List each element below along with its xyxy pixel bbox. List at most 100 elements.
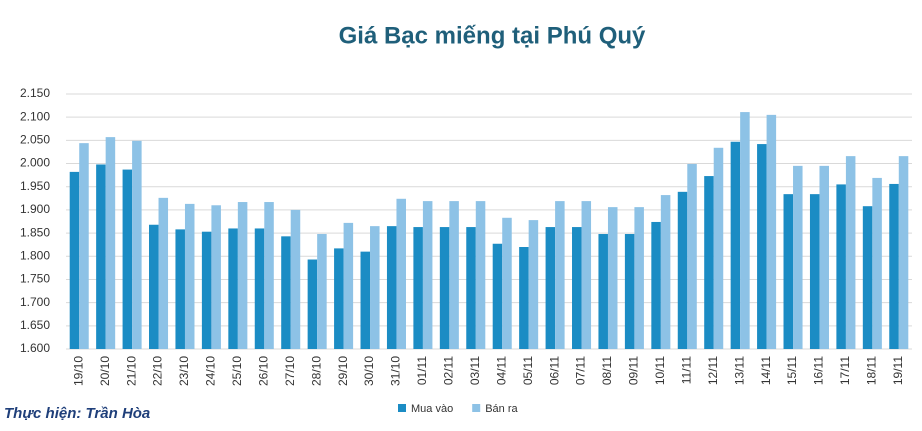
x-tick-label: 14/11 <box>759 356 773 385</box>
bar <box>228 228 238 349</box>
bar <box>572 227 582 349</box>
y-tick-label: 1.600 <box>20 341 50 355</box>
bar <box>677 191 688 349</box>
x-tick-label: 28/10 <box>309 356 323 386</box>
y-tick-label: 1.950 <box>20 179 50 193</box>
bar <box>475 201 486 349</box>
x-tick-label: 03/11 <box>468 356 482 385</box>
bar <box>704 176 714 349</box>
y-tick-label: 2.000 <box>20 156 50 170</box>
bar <box>581 201 592 349</box>
x-tick-label: 19/10 <box>71 356 85 386</box>
bar <box>862 206 873 349</box>
bar <box>766 114 777 349</box>
bar <box>598 234 608 349</box>
bar <box>555 201 565 349</box>
bar <box>872 177 882 349</box>
x-tick-label: 10/11 <box>653 356 667 385</box>
x-tick-label: 25/10 <box>230 356 244 386</box>
x-tick-label: 18/11 <box>865 356 879 385</box>
bar <box>237 202 248 349</box>
x-tick-label: 08/11 <box>600 356 614 385</box>
x-tick-label: 27/10 <box>283 356 297 386</box>
bar <box>175 229 185 349</box>
y-tick-label: 1.750 <box>20 272 50 286</box>
y-tick-label: 2.150 <box>20 86 50 100</box>
bar <box>360 251 371 349</box>
bar <box>492 243 503 349</box>
y-tick-label: 2.050 <box>20 133 50 147</box>
x-tick-label: 29/10 <box>336 356 350 386</box>
bar <box>651 221 661 349</box>
x-tick-label: 19/11 <box>891 356 905 385</box>
bar <box>264 202 274 349</box>
x-tick-label: 21/10 <box>124 356 138 386</box>
x-tick-label: 23/10 <box>177 356 191 386</box>
bar <box>149 224 159 349</box>
x-tick-label: 30/10 <box>362 356 376 386</box>
x-tick-label: 07/11 <box>574 356 588 385</box>
bar <box>413 227 423 349</box>
bar <box>793 165 803 349</box>
bar <box>290 209 301 349</box>
bar <box>158 197 169 349</box>
bar <box>889 183 899 349</box>
bar <box>607 207 618 349</box>
chart-title: Giá Bạc miếng tại Phú Quý <box>339 22 646 49</box>
bar <box>184 203 195 349</box>
bar <box>334 248 344 349</box>
legend-label: Bán ra <box>485 403 518 415</box>
x-tick-label: 13/11 <box>732 356 746 385</box>
bar <box>836 184 846 349</box>
bar <box>634 207 644 349</box>
bar <box>396 198 406 349</box>
y-tick-label: 1.850 <box>20 225 50 239</box>
bar <box>386 226 397 349</box>
bar <box>254 228 265 349</box>
x-tick-label: 26/10 <box>256 356 270 386</box>
bar <box>201 231 212 349</box>
bar <box>69 171 80 349</box>
bar <box>740 112 750 349</box>
x-tick-label: 12/11 <box>706 356 720 385</box>
y-tick-label: 1.800 <box>20 248 50 262</box>
bar <box>449 201 459 349</box>
bar <box>898 156 909 349</box>
bar <box>422 201 433 349</box>
bar <box>79 143 89 349</box>
credit: Thực hiện: Trần Hòa <box>4 405 150 422</box>
bar <box>528 220 539 349</box>
bar <box>624 234 635 349</box>
bar <box>660 195 671 349</box>
y-tick-label: 1.700 <box>20 295 50 309</box>
bar <box>132 140 142 349</box>
bar <box>819 165 829 349</box>
bar <box>343 222 354 349</box>
bar <box>757 144 767 349</box>
x-tick-label: 22/10 <box>151 356 165 386</box>
x-tick-label: 11/11 <box>679 356 693 385</box>
bar <box>96 164 106 349</box>
bar <box>370 226 380 349</box>
bar <box>845 156 856 349</box>
y-tick-label: 1.650 <box>20 318 50 332</box>
bar <box>211 205 221 349</box>
bar <box>545 227 556 349</box>
bar <box>317 234 327 349</box>
bar <box>809 194 820 349</box>
x-tick-label: 17/11 <box>838 356 852 385</box>
x-tick-label: 16/11 <box>812 356 826 385</box>
x-tick-label: 24/10 <box>204 356 218 386</box>
bar <box>783 194 794 349</box>
bar <box>713 147 724 349</box>
legend-swatch <box>398 404 406 412</box>
x-tick-label: 09/11 <box>627 356 641 385</box>
bar <box>105 137 116 349</box>
bar <box>122 169 133 349</box>
bar <box>502 217 512 349</box>
x-tick-label: 04/11 <box>494 356 508 385</box>
x-tick-label: 05/11 <box>521 356 535 385</box>
bar <box>466 227 476 349</box>
bar <box>730 141 741 349</box>
